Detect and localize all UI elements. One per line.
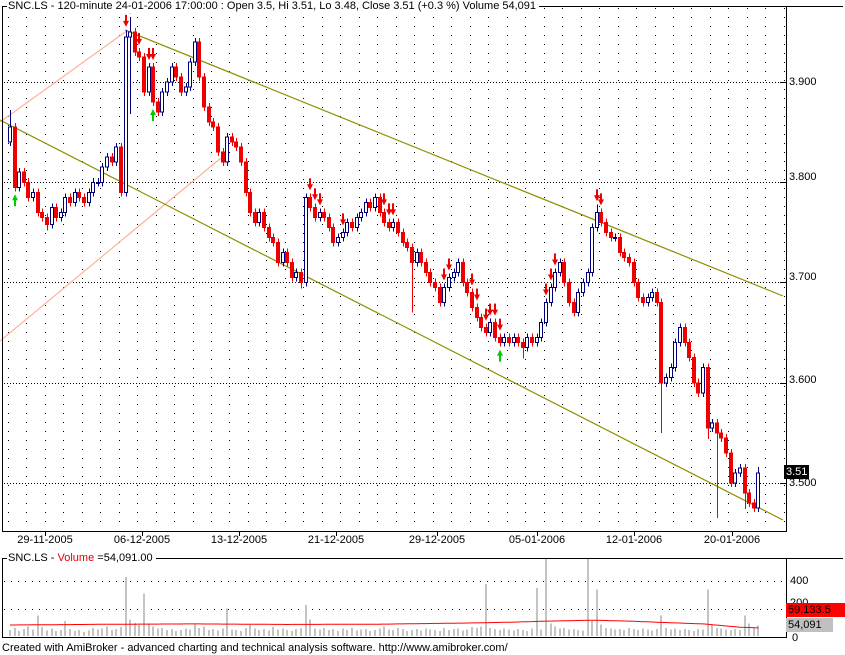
date-tick-4: 29-12-2005 xyxy=(408,534,466,546)
volume-tick-0: 0 xyxy=(792,632,799,644)
volume-title-symbol: SNC.LS - xyxy=(8,552,58,564)
price-tick-3600: 3.600 xyxy=(789,374,817,386)
volume-tick-400: 400 xyxy=(790,575,809,587)
price-tick-3500: 3.500 xyxy=(789,477,817,489)
volume-title-value: =54,091.00 xyxy=(94,552,153,564)
main-pane-title: SNC.LS - 120-minute 24-01-2006 17:00:00 … xyxy=(7,0,540,13)
date-tick-6: 12-01-2006 xyxy=(605,534,663,546)
price-tick-3700: 3.700 xyxy=(789,271,817,283)
date-tick-3: 21-12-2005 xyxy=(307,534,365,546)
date-tick-1: 06-12-2005 xyxy=(113,534,171,546)
volume-pane-title: SNC.LS - Volume =54,091.00 xyxy=(7,552,156,565)
last-price-box: 3.51 xyxy=(784,465,810,479)
credit-line: Created with AmiBroker - advanced charti… xyxy=(2,642,508,654)
volume-ma-value-box: 59,133.5 xyxy=(786,603,845,617)
date-tick-7: 20-01-2006 xyxy=(703,534,761,546)
date-tick-5: 05-01-2006 xyxy=(508,534,566,546)
date-tick-0: 29-11-2005 xyxy=(17,534,73,546)
date-tick-2: 13-12-2005 xyxy=(210,534,268,546)
volume-last-value-box: 54,091 xyxy=(786,618,833,632)
volume-title-field: Volume xyxy=(57,552,95,564)
price-tick-3900: 3.900 xyxy=(789,76,817,88)
price-tick-3800: 3.800 xyxy=(789,171,817,183)
